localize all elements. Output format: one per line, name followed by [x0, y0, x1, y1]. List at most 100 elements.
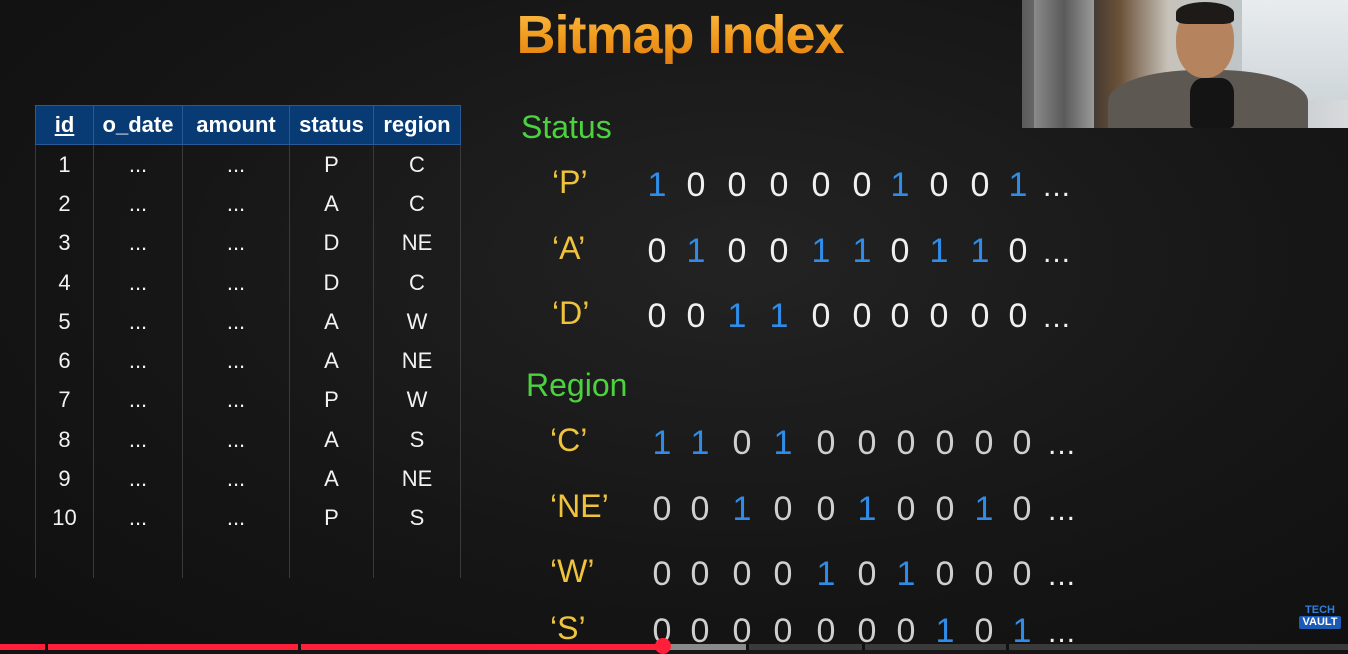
bit-zero: 0	[1012, 555, 1032, 593]
status-label: ‘P’	[552, 164, 588, 200]
bit-zero: 0	[773, 490, 793, 528]
bit-one: 1	[727, 297, 747, 335]
bit-zero: 0	[1008, 232, 1028, 270]
cell-status: P	[289, 144, 374, 185]
bit-zero: 0	[1008, 297, 1028, 335]
bit-zero: 0	[970, 297, 990, 335]
cell-o-date: ...	[93, 341, 183, 381]
chapter-marker	[45, 644, 48, 650]
bit-zero: 0	[732, 555, 752, 593]
column-header-id: id	[35, 105, 94, 145]
bit-one: 1	[811, 232, 831, 270]
chapter-marker	[862, 644, 865, 650]
column-header-amount: amount	[182, 105, 290, 145]
bitmap-ellipsis: ...	[1043, 301, 1072, 334]
column-header-region: region	[373, 105, 461, 145]
bitmap-ellipsis: ...	[1043, 170, 1072, 203]
bit-zero: 0	[686, 166, 706, 204]
bitmap-ellipsis: ...	[1048, 616, 1077, 649]
bit-zero: 0	[857, 612, 877, 650]
cell-region: NE	[373, 459, 461, 499]
cell-id: 2	[35, 184, 94, 224]
bit-one: 1	[970, 232, 990, 270]
cell-empty	[35, 537, 94, 578]
chapter-marker	[1006, 644, 1009, 650]
cell-empty	[373, 537, 461, 578]
cell-empty	[182, 537, 290, 578]
cell-o-date: ...	[93, 302, 183, 342]
cell-o-date: ...	[93, 459, 183, 499]
cell-id: 6	[35, 341, 94, 381]
video-progress-bar[interactable]	[0, 638, 1348, 654]
slide-title: Bitmap Index	[0, 4, 1348, 66]
bit-one: 1	[852, 232, 872, 270]
video-played-bar	[0, 644, 664, 650]
column-header-status: status	[289, 105, 374, 145]
table-row: 3...... D NE	[35, 223, 461, 263]
table-row: 1...... P C	[35, 144, 461, 185]
cell-status: P	[289, 380, 374, 421]
cell-id: 4	[35, 262, 94, 303]
bit-one: 1	[652, 424, 672, 462]
region-label: ‘W’	[550, 553, 595, 589]
bit-one: 1	[890, 166, 910, 204]
table-row: 8...... A S	[35, 420, 461, 460]
bit-zero: 0	[647, 232, 667, 270]
table-row: 2...... A C	[35, 184, 461, 224]
cell-status: D	[289, 223, 374, 263]
bit-zero: 0	[890, 297, 910, 335]
bit-zero: 0	[935, 490, 955, 528]
bit-zero: 0	[686, 297, 706, 335]
video-scrubber-handle[interactable]	[655, 638, 672, 654]
cell-amount: ...	[182, 262, 290, 303]
bit-zero: 0	[974, 612, 994, 650]
bit-zero: 0	[974, 424, 994, 462]
bit-zero: 0	[690, 490, 710, 528]
bitmap-ellipsis: ...	[1048, 428, 1077, 461]
cell-o-date: ...	[93, 262, 183, 303]
bit-zero: 0	[769, 166, 789, 204]
cell-status: P	[289, 498, 374, 538]
bit-zero: 0	[652, 555, 672, 593]
bit-zero: 0	[816, 424, 836, 462]
cell-region: NE	[373, 341, 461, 381]
bit-zero: 0	[935, 555, 955, 593]
cell-id: 1	[35, 144, 94, 185]
cell-id: 5	[35, 302, 94, 342]
cell-o-date: ...	[93, 380, 183, 421]
cell-o-date: ...	[93, 223, 183, 263]
cell-id: 3	[35, 223, 94, 263]
cell-status: D	[289, 262, 374, 303]
cell-region: W	[373, 380, 461, 421]
status-label: ‘A’	[552, 230, 586, 266]
webcam-fridge	[1034, 0, 1094, 128]
chapter-marker	[298, 644, 301, 650]
cell-region: W	[373, 302, 461, 342]
bit-zero: 0	[732, 612, 752, 650]
status-heading: Status	[521, 109, 612, 145]
cell-amount: ...	[182, 420, 290, 460]
cell-region: S	[373, 420, 461, 460]
bit-zero: 0	[970, 166, 990, 204]
cell-amount: ...	[182, 144, 290, 185]
presenter-webcam	[1022, 0, 1348, 128]
bit-zero: 0	[929, 297, 949, 335]
bitmap-ellipsis: ...	[1048, 494, 1077, 527]
tech-vault-watermark: TECH VAULT	[1299, 605, 1341, 629]
cell-id: 7	[35, 380, 94, 421]
cell-empty	[289, 537, 374, 578]
cell-amount: ...	[182, 341, 290, 381]
bit-zero: 0	[690, 555, 710, 593]
bit-zero: 0	[890, 232, 910, 270]
bit-one: 1	[732, 490, 752, 528]
bit-zero: 0	[773, 612, 793, 650]
bit-zero: 0	[773, 555, 793, 593]
region-heading: Region	[526, 367, 628, 403]
cell-o-date: ...	[93, 184, 183, 224]
bit-one: 1	[769, 297, 789, 335]
cell-status: A	[289, 184, 374, 224]
cell-o-date: ...	[93, 420, 183, 460]
cell-o-date: ...	[93, 144, 183, 185]
table-row-empty	[35, 537, 461, 578]
cell-amount: ...	[182, 459, 290, 499]
